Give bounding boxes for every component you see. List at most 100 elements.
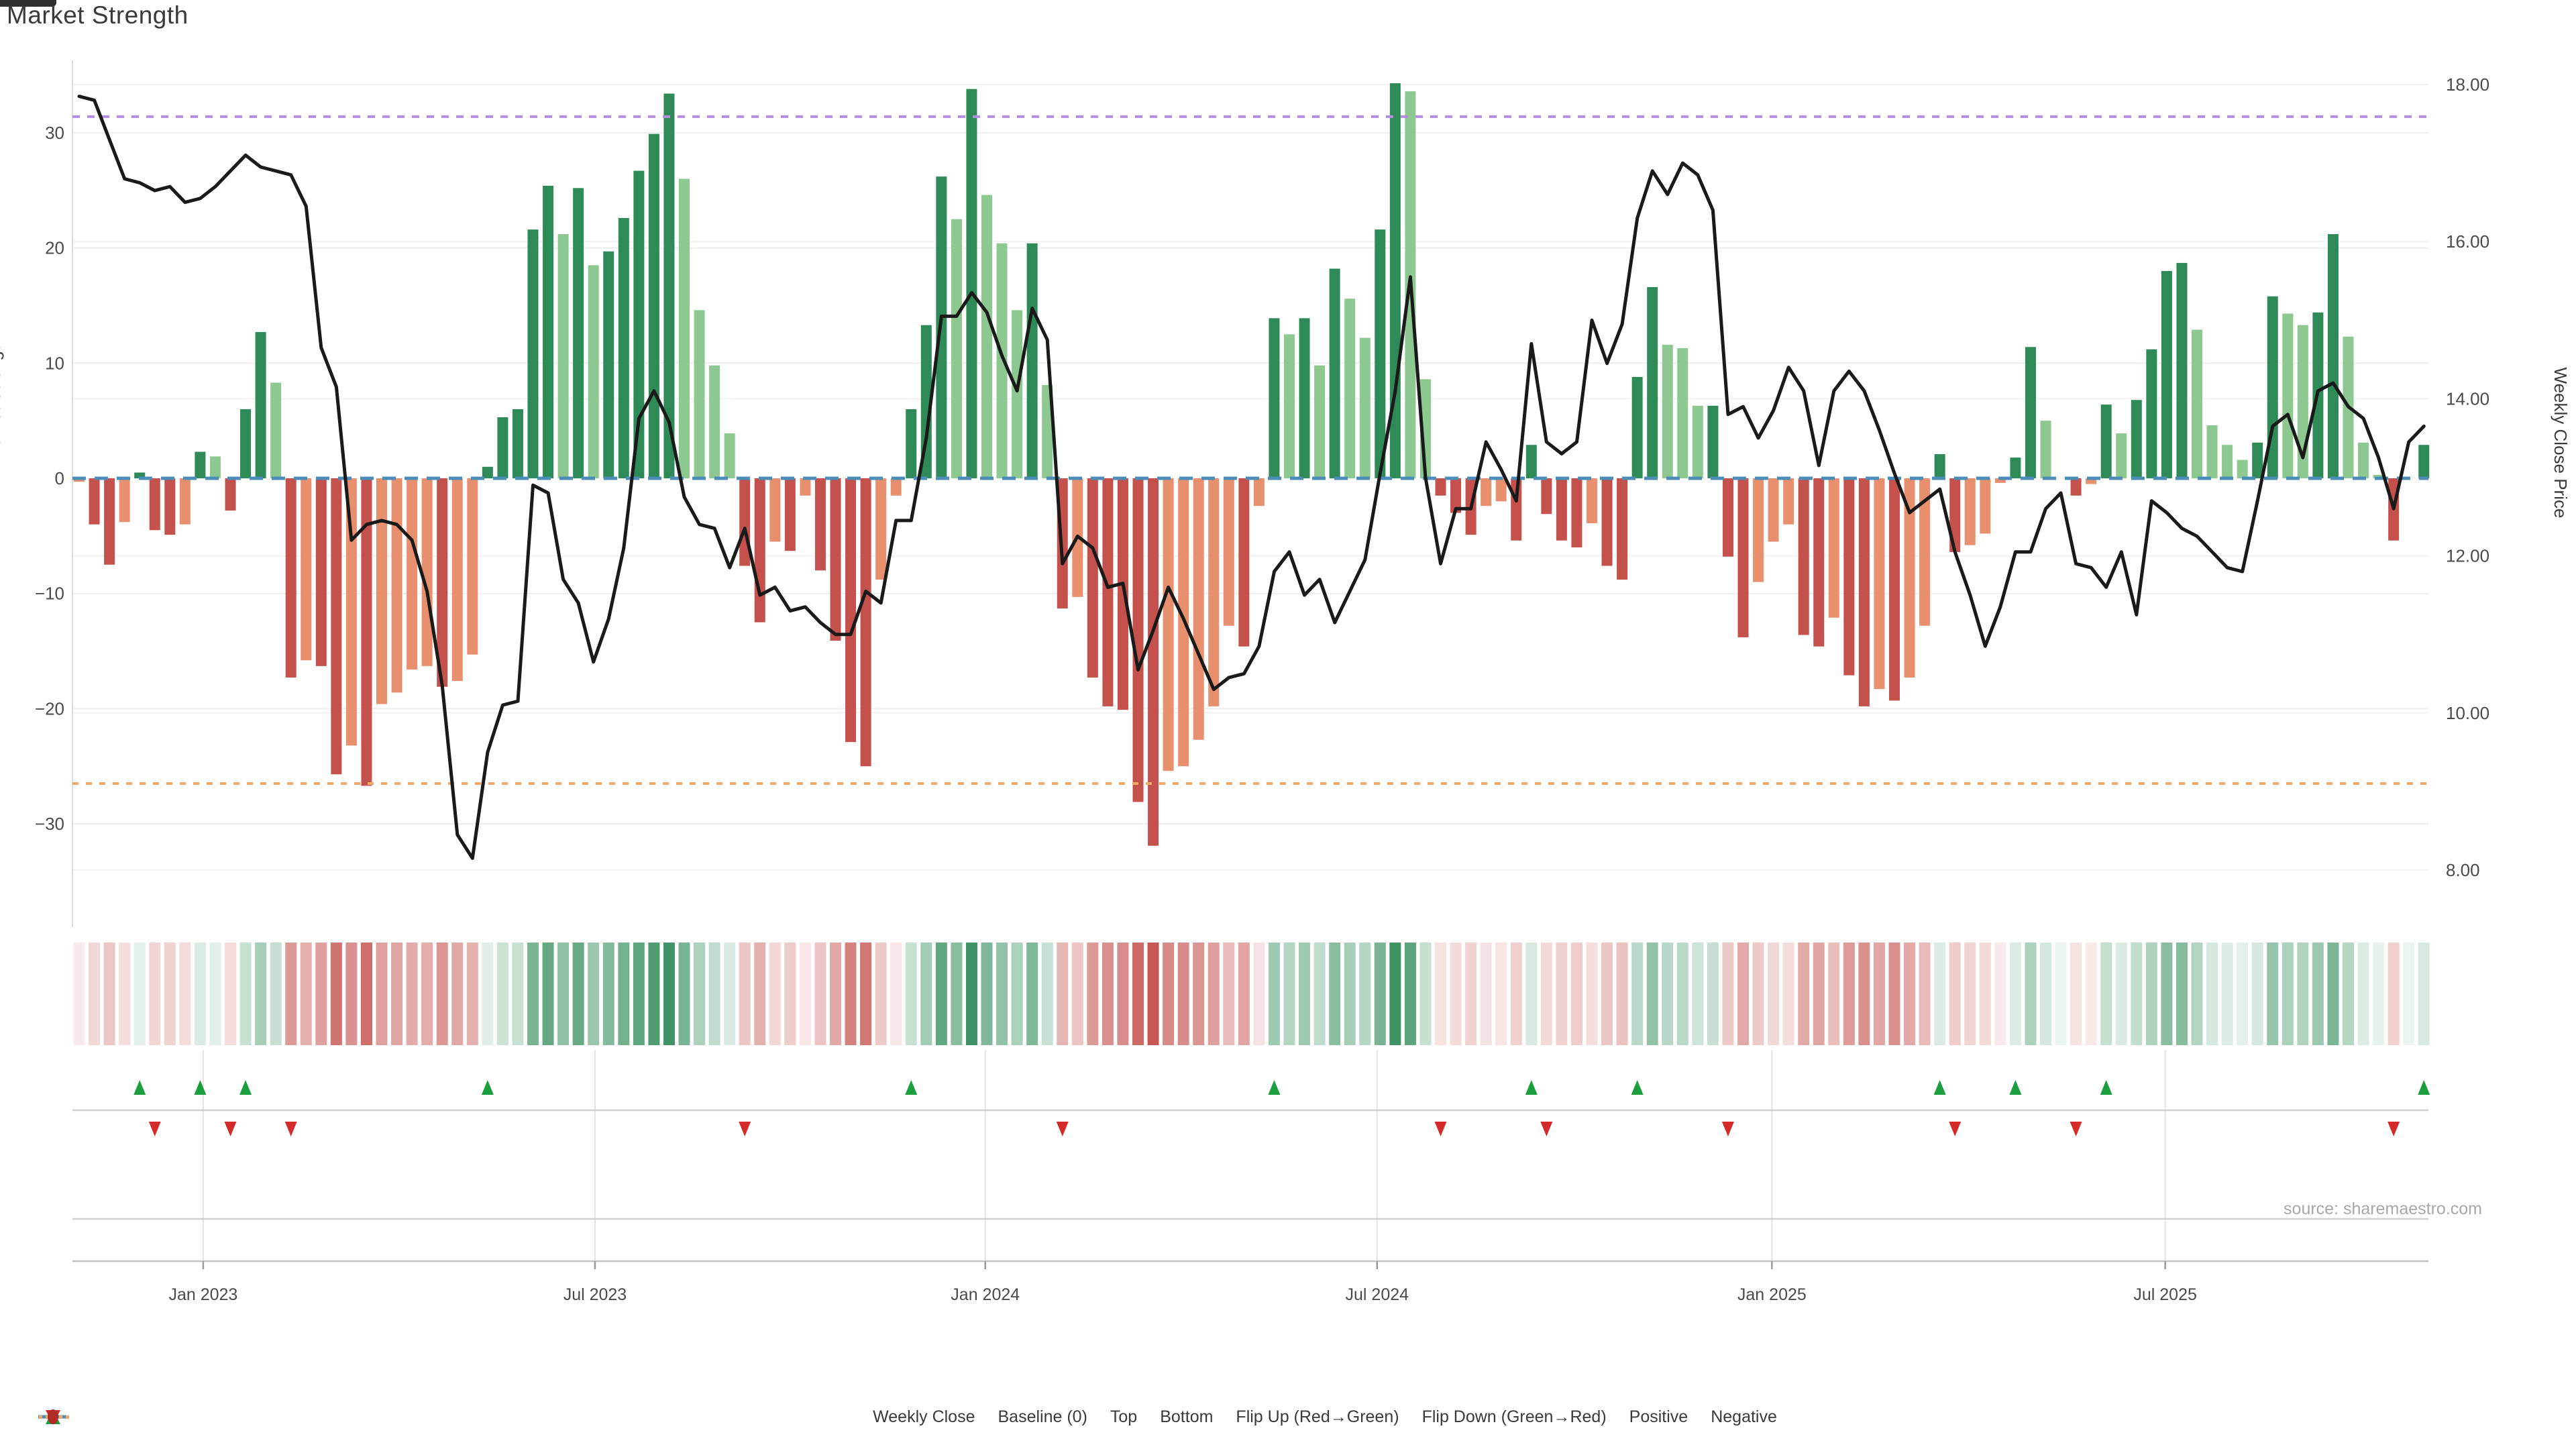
strength-bar (800, 478, 811, 496)
heatmap-cell (73, 943, 85, 1045)
heatmap-cell (1631, 943, 1644, 1045)
strength-bar (1677, 347, 1688, 478)
flip-down-icon (1056, 1122, 1069, 1136)
heatmap-cell (2357, 943, 2369, 1045)
strength-bar (1253, 478, 1265, 506)
strength-bar (2100, 405, 2112, 478)
heatmap-cell (1480, 943, 1492, 1045)
strength-bar (1904, 478, 1915, 678)
strength-bar (527, 229, 539, 478)
heatmap-cell (255, 943, 267, 1045)
heatmap-cell (905, 943, 917, 1045)
flip-up-icon (133, 1080, 146, 1095)
strength-bar (2025, 347, 2036, 478)
strength-bar (618, 217, 629, 478)
heatmap-cell (391, 943, 403, 1045)
heatmap-cell (239, 943, 252, 1045)
legend-item-negative[interactable]: Negative (48, 1407, 1777, 1427)
strength-bar (1768, 478, 1779, 542)
strength-bar (663, 93, 675, 479)
strength-bar (1798, 478, 1809, 635)
heatmap-cell (1450, 943, 1462, 1045)
strength-bar (1783, 478, 1794, 525)
strength-bar (164, 478, 176, 535)
heatmap-cell (103, 943, 115, 1045)
strength-bar (2206, 425, 2218, 478)
heatmap-cell (315, 943, 327, 1045)
heatmap-cell (1041, 943, 1053, 1045)
x-tick-label: Jan 2024 (951, 1285, 1020, 1304)
strength-bar (2358, 442, 2369, 478)
strength-bar (437, 478, 448, 687)
heatmap-cell (2403, 943, 2415, 1045)
strength-bar (361, 478, 372, 786)
strength-bar (467, 478, 478, 655)
legend-item-weekly-close[interactable]: Weekly Close (38, 1407, 975, 1427)
heatmap-cell (300, 943, 312, 1045)
heatmap-cell (421, 943, 433, 1045)
strength-bar (1359, 337, 1371, 478)
strength-bar (981, 195, 992, 478)
flip-down-icon (1721, 1122, 1734, 1136)
heatmap-cell (678, 943, 690, 1045)
strength-bar (1874, 478, 1885, 690)
strength-bar (1012, 310, 1023, 478)
heatmap-cell (1904, 943, 1916, 1045)
heatmap-cell (2312, 943, 2324, 1045)
strength-bar (2222, 445, 2233, 478)
gridlines (72, 60, 2428, 927)
flip-down-icon (1434, 1122, 1447, 1136)
heatmap-cell (633, 943, 645, 1045)
heatmap-cell (2387, 943, 2400, 1045)
strength-bar (391, 478, 402, 693)
strength-bar (74, 478, 85, 482)
strength-bar (724, 433, 735, 478)
y-left-tick-label: 10 (45, 353, 64, 373)
strength-bar (119, 478, 130, 523)
heatmap-cell (769, 943, 781, 1045)
strength-bar (2418, 445, 2430, 478)
heatmap-cell (1359, 943, 1371, 1045)
strength-bar (1525, 445, 1537, 478)
x-tick-label: Jan 2025 (1737, 1285, 1807, 1304)
legend-item-top[interactable]: Top (39, 1407, 1137, 1427)
legend-item-flip-down[interactable]: Flip Down (Green→Red) (46, 1407, 1607, 1427)
y-right-tick-label: 14.00 (2446, 388, 2489, 409)
legend-item-positive[interactable]: Positive (48, 1407, 1688, 1427)
legend-item-bottom[interactable]: Bottom (39, 1407, 1213, 1427)
heatmap-cell (466, 943, 478, 1045)
heatmap-cell (739, 943, 751, 1045)
heatmap-cell (799, 943, 811, 1045)
strength-bar (1692, 405, 1703, 478)
strength-bar (1631, 376, 1643, 478)
strength-bar (633, 170, 645, 478)
flip-down-icon (148, 1122, 161, 1136)
heatmap-cell (1768, 943, 1780, 1045)
heatmap-cell (708, 943, 720, 1045)
heatmap-cell (1540, 943, 1552, 1045)
heatmap-cell (89, 943, 101, 1045)
heatmap-cell (1026, 943, 1038, 1045)
heatmap-cell (1299, 943, 1311, 1045)
strength-bar (1435, 478, 1446, 496)
strength-bar (1994, 478, 2006, 483)
y-right-tick-label: 8.00 (2446, 860, 2480, 880)
flip-down-markers (148, 1122, 2400, 1136)
heatmap-cell (1283, 943, 1295, 1045)
legend-item-baseline[interactable]: Baseline (0) (38, 1407, 1087, 1427)
heatmap-cell (179, 943, 191, 1045)
heatmap-cell (890, 943, 902, 1045)
legend-item-flip-up[interactable]: Flip Up (Red→Green) (46, 1407, 1399, 1427)
heatmap-cell (1404, 943, 1416, 1045)
heatmap-cell (2100, 943, 2112, 1045)
strength-bar (89, 478, 100, 525)
heatmap-cell (270, 943, 282, 1045)
heatmap-cell (1011, 943, 1023, 1045)
strength-bar (1087, 478, 1098, 678)
legend-label: Flip Down (Green→Red) (1421, 1407, 1607, 1426)
circle-icon (48, 1409, 58, 1424)
flip-down-icon (2070, 1122, 2082, 1136)
heatmap-cell (149, 943, 161, 1045)
strength-bar (315, 478, 327, 666)
strength-bar (1828, 478, 1839, 618)
